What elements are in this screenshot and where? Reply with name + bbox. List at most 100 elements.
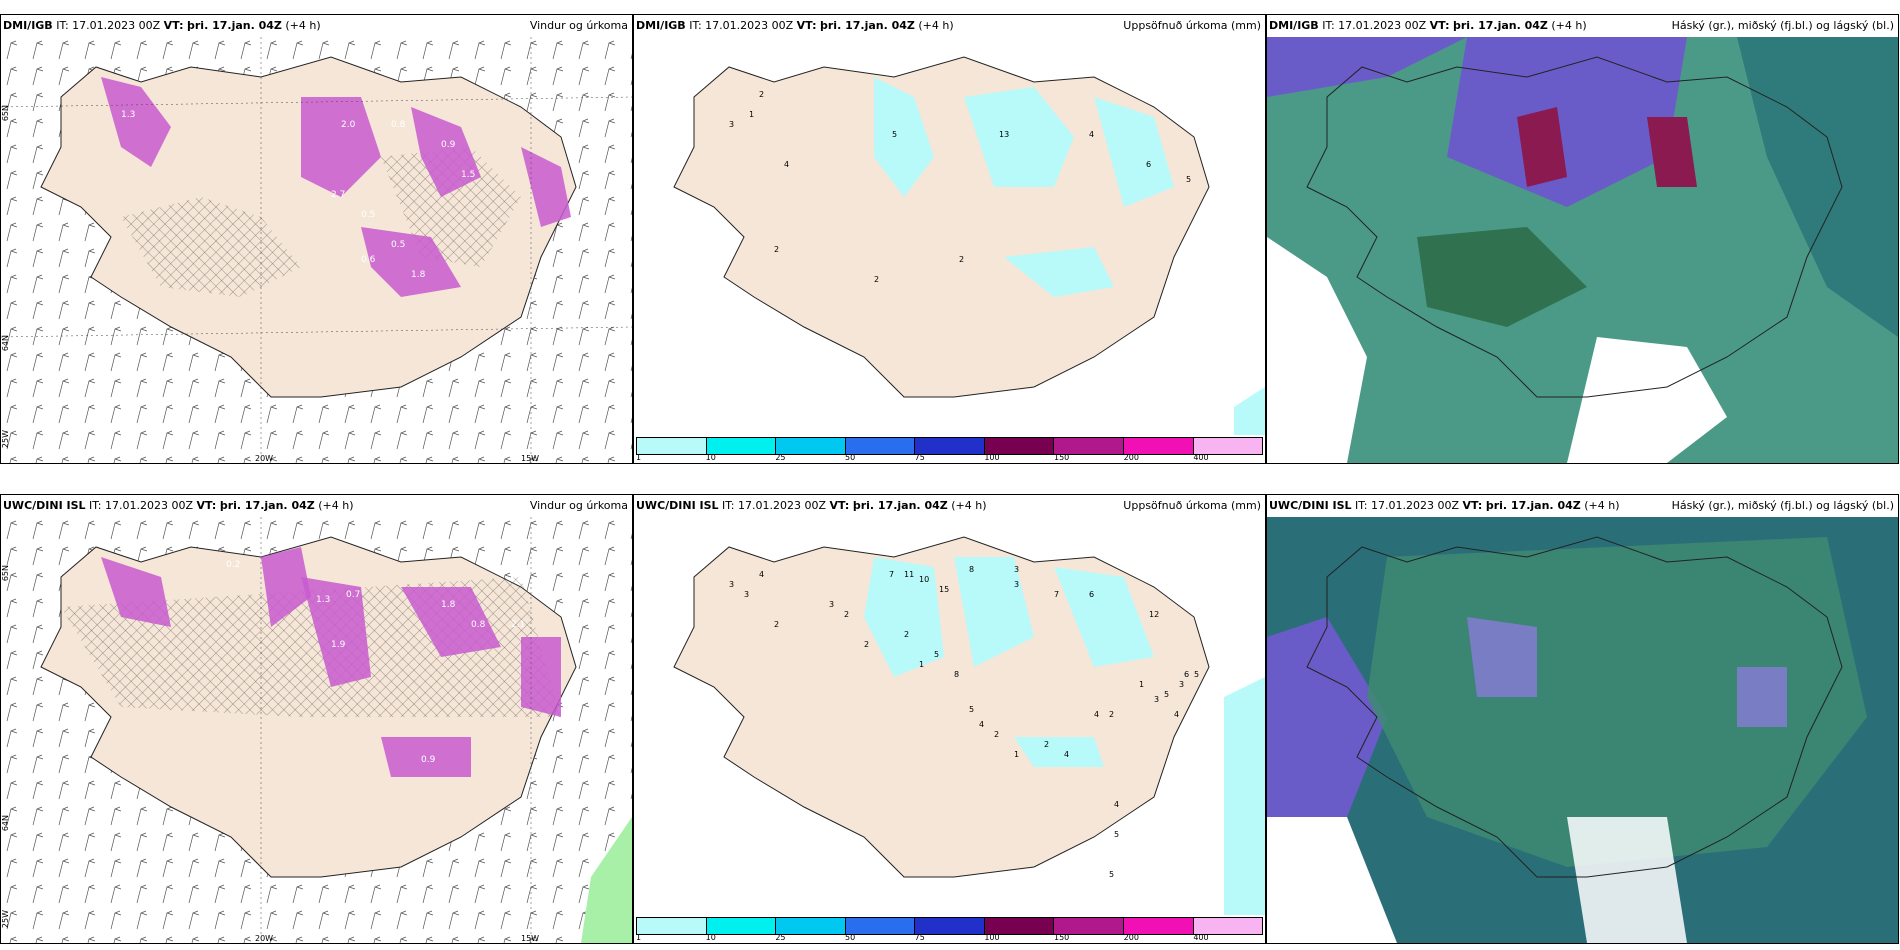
lat-label: 65N [1, 105, 10, 122]
precip-value: 11 [904, 570, 914, 579]
precip-value: 2 [1044, 740, 1049, 749]
legend-swatch [706, 918, 777, 934]
precip-value: 2 [959, 255, 964, 264]
panel-title: UWC/DINI ISL IT: 17.01.2023 00Z VT: þri.… [1, 495, 632, 517]
precip-value: 1 [1014, 750, 1019, 759]
legend-tick: 1 [636, 453, 642, 462]
legend-tick: 75 [914, 453, 925, 462]
wind-label: 0.5 [391, 240, 405, 250]
lon-label: 20W [255, 454, 274, 463]
legend-swatch [637, 438, 707, 454]
legend-tick: 200 [1123, 453, 1139, 462]
wind-label: 0.8 [391, 120, 406, 130]
wind-label: 0.9 [421, 755, 436, 765]
wind-label: 2.0 [341, 120, 356, 130]
precip-value: 4 [759, 570, 764, 579]
panel-title: UWC/DINI ISL IT: 17.01.2023 00Z VT: þri.… [1267, 495, 1898, 517]
wind-label: 1.8 [411, 270, 426, 280]
legend-tick: 25 [775, 933, 786, 942]
precip-value: 3 [1014, 580, 1019, 589]
legend-tick: 150 [1054, 453, 1070, 462]
precip-value: 7 [889, 570, 894, 579]
legend-swatch [984, 918, 1055, 934]
wind-label: 0.8 [471, 620, 486, 630]
legend-swatch [1123, 918, 1194, 934]
wind-label: 1.5 [461, 170, 475, 180]
precip-value: 5 [934, 650, 939, 659]
wind-label: 0.7 [346, 590, 360, 600]
legend-tick: 75 [914, 933, 925, 942]
precip-value: 1 [749, 110, 754, 119]
panel-title: UWC/DINI ISL IT: 17.01.2023 00Z VT: þri.… [634, 495, 1265, 517]
lat-label: 64N [1, 815, 10, 832]
iceland-land [673, 56, 1210, 398]
precip-value: 4 [1089, 130, 1094, 139]
precip-value: 3 [729, 120, 734, 129]
precip-value: 6 [1184, 670, 1189, 679]
legend-tick: 400 [1193, 453, 1209, 462]
precip-value: 4 [1114, 800, 1119, 809]
precip-value: 2 [904, 630, 909, 639]
panel-title: DMI/IGB IT: 17.01.2023 00Z VT: þri. 17.j… [1267, 15, 1898, 37]
legend-swatch [845, 918, 916, 934]
precip-value: 12 [1149, 610, 1159, 619]
legend-swatch [915, 438, 985, 454]
precip-legend: 1 10 25 50 75 100 150 200 400 [634, 915, 1265, 943]
precip-value: 15 [939, 585, 949, 594]
wind-map-svg: 1.3 2.0 0.8 0.9 0.5 1.5 2.7 0.5 0.6 1.8 [1, 37, 632, 463]
legend-tick: 25 [775, 453, 786, 462]
legend-swatch [637, 918, 707, 934]
legend-swatch [845, 438, 916, 454]
legend-swatch [776, 918, 846, 934]
precip-value: 2 [864, 640, 869, 649]
wind-label: 2.1 [511, 620, 525, 630]
precip-value: 1 [1139, 680, 1144, 689]
precip-value: 3 [744, 590, 749, 599]
wind-label: 1.8 [441, 600, 456, 610]
precip-value: 2 [774, 620, 779, 629]
map-panel-clouds-dmi: DMI/IGB IT: 17.01.2023 00Z VT: þri. 17.j… [1266, 14, 1899, 464]
map-area: 1.3 2.0 0.8 0.9 0.5 1.5 2.7 0.5 0.6 1.8 [1, 37, 632, 463]
legend-tick: 50 [845, 453, 856, 462]
precip-value: 8 [954, 670, 959, 679]
legend-swatch [1193, 438, 1263, 454]
precip-value: 5 [1194, 670, 1199, 679]
legend-tick: 400 [1193, 933, 1209, 942]
lon-label: 15W [521, 934, 540, 943]
wind-label: 0.9 [441, 140, 456, 150]
wind-label: 1.3 [316, 595, 330, 605]
legend-swatch [706, 438, 777, 454]
wind-label: 1.3 [121, 110, 135, 120]
wind-label: 1.9 [331, 640, 346, 650]
precip-value: 7 [1054, 590, 1059, 599]
wind-label: 0.5 [361, 210, 375, 220]
precip-value: 4 [1094, 710, 1099, 719]
precip-value: 2 [774, 245, 779, 254]
wind-label: 0.3 [266, 540, 280, 550]
legend-tick: 100 [984, 933, 1000, 942]
precip-legend: 1 10 25 50 75 100 150 200 400 [634, 435, 1265, 463]
legend-tick: 200 [1123, 933, 1139, 942]
lon-label: 25W [1, 430, 10, 449]
legend-tick: 100 [984, 453, 1000, 462]
legend-tick: 1 [636, 933, 642, 942]
precip-value: 6 [1146, 160, 1151, 169]
legend-tick: 10 [705, 453, 716, 462]
lat-label: 65N [1, 565, 10, 582]
map-area [1267, 37, 1898, 463]
map-panel-precip-uwc: UWC/DINI ISL IT: 17.01.2023 00Z VT: þri.… [633, 494, 1266, 944]
legend-swatch [1054, 438, 1124, 454]
legend-tick: 150 [1054, 933, 1070, 942]
legend-swatch [776, 438, 846, 454]
precip-value: 4 [784, 160, 789, 169]
map-panel-clouds-uwc: UWC/DINI ISL IT: 17.01.2023 00Z VT: þri.… [1266, 494, 1899, 944]
map-area [1267, 517, 1898, 943]
precip-value: 10 [919, 575, 929, 584]
precip-value: 2 [844, 610, 849, 619]
map-area: 3 3 4 2 3 2 7 11 10 15 8 3 3 7 6 12 2 2 1 5 8 5 4 2 1 2 4 4 2 1 3 4 3 6 5 4… [634, 517, 1265, 943]
panel-title: DMI/IGB IT: 17.01.2023 00Z VT: þri. 17.j… [634, 15, 1265, 37]
iceland-outline [1306, 56, 1843, 398]
wind-label: 0.6 [361, 255, 376, 265]
lon-label: 20W [255, 934, 274, 943]
legend-swatch [1054, 918, 1124, 934]
